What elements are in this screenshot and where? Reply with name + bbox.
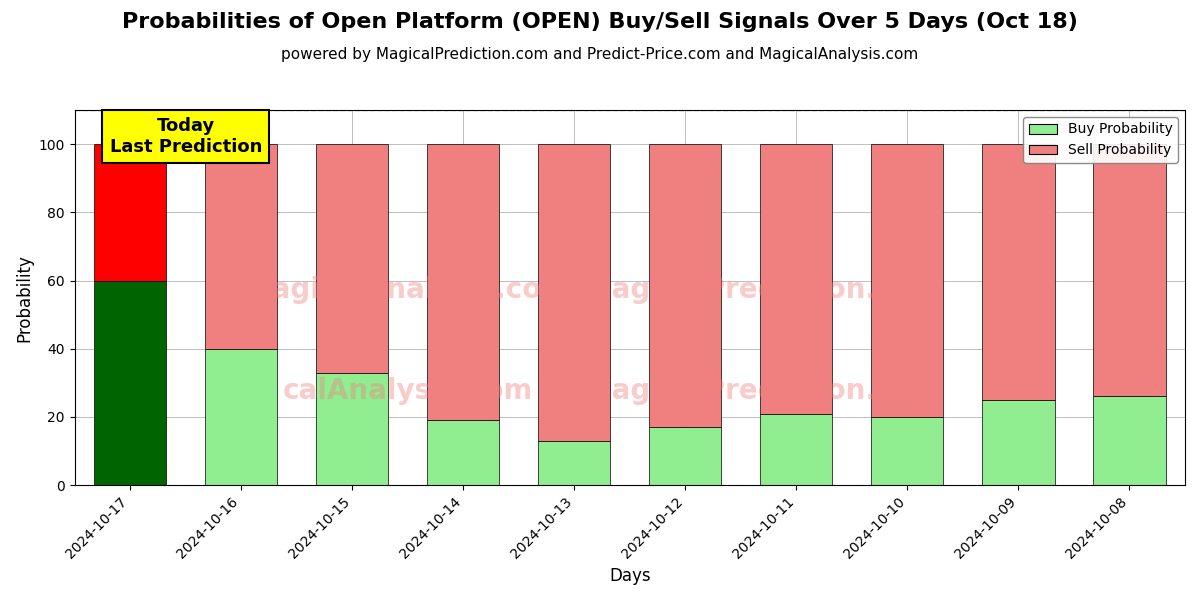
Legend: Buy Probability, Sell Probability: Buy Probability, Sell Probability: [1024, 117, 1178, 163]
Bar: [983, 400, 1055, 485]
Bar: [205, 349, 277, 485]
Text: calAnalysis.com: calAnalysis.com: [282, 377, 533, 406]
Bar: [205, 144, 277, 349]
Bar: [316, 144, 389, 373]
Text: powered by MagicalPrediction.com and Predict-Price.com and MagicalAnalysis.com: powered by MagicalPrediction.com and Pre…: [281, 46, 919, 61]
Bar: [539, 441, 611, 485]
Bar: [1093, 397, 1165, 485]
Bar: [427, 421, 499, 485]
Bar: [1093, 144, 1165, 397]
X-axis label: Days: Days: [610, 567, 650, 585]
Text: Today
Last Prediction: Today Last Prediction: [109, 117, 262, 155]
Bar: [871, 417, 943, 485]
Bar: [94, 281, 167, 485]
Bar: [539, 144, 611, 441]
Bar: [649, 144, 721, 427]
Bar: [94, 144, 167, 281]
Text: MagicalAnalysis.com: MagicalAnalysis.com: [245, 276, 571, 304]
Y-axis label: Probability: Probability: [16, 254, 34, 341]
Text: MagicalPrediction.com: MagicalPrediction.com: [584, 276, 941, 304]
Bar: [871, 144, 943, 417]
Bar: [649, 427, 721, 485]
Bar: [761, 144, 833, 413]
Text: Probabilities of Open Platform (OPEN) Buy/Sell Signals Over 5 Days (Oct 18): Probabilities of Open Platform (OPEN) Bu…: [122, 12, 1078, 32]
Bar: [983, 144, 1055, 400]
Bar: [761, 413, 833, 485]
Bar: [316, 373, 389, 485]
Bar: [427, 144, 499, 421]
Text: MagicalPrediction.com: MagicalPrediction.com: [584, 377, 941, 406]
